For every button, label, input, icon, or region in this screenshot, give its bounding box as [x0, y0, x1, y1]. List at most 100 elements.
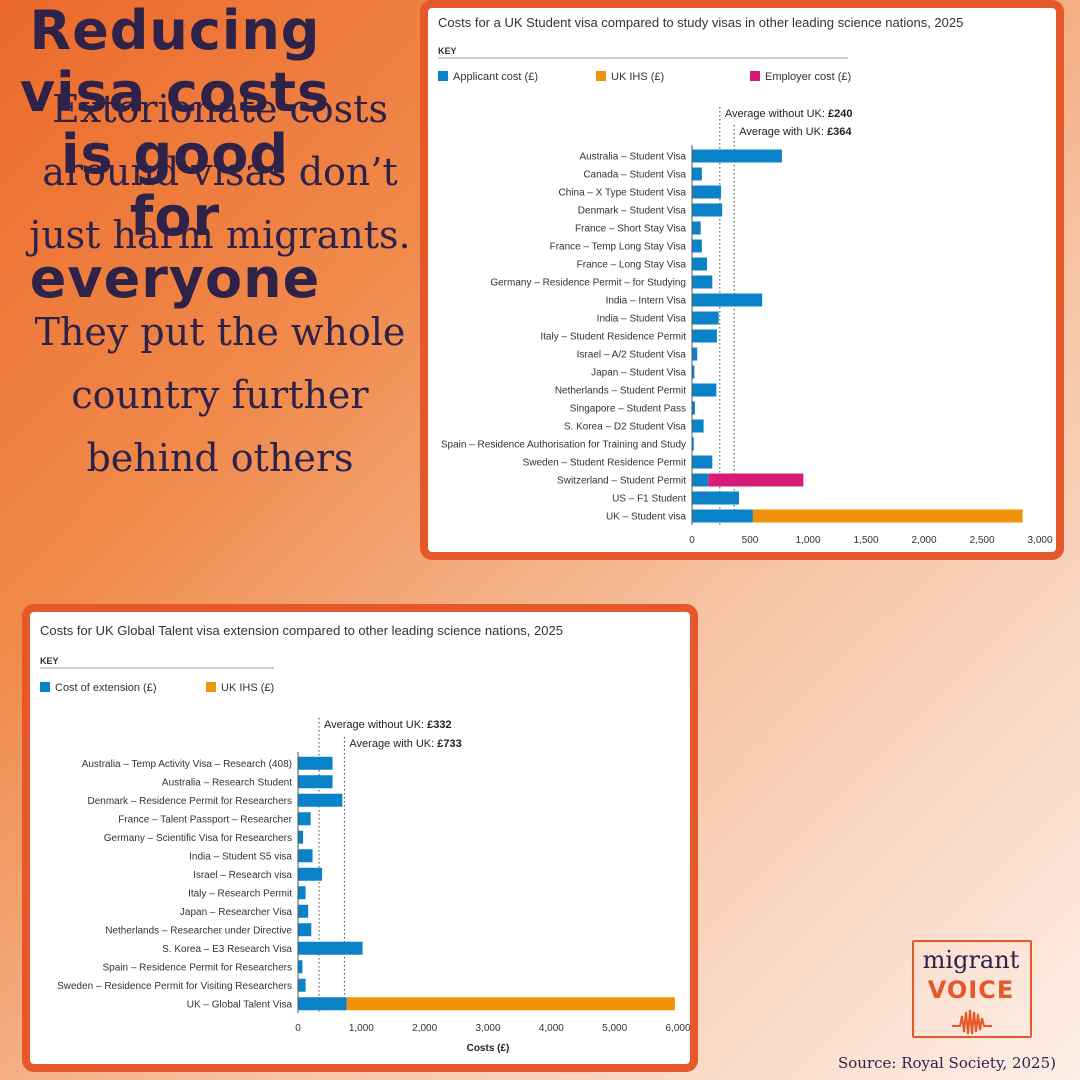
- average-label-value: £240: [828, 108, 852, 120]
- bar-segment: [298, 775, 333, 789]
- key-label: KEY: [438, 46, 457, 56]
- category-label: Italy – Student Residence Permit: [540, 332, 686, 343]
- average-label-value: £733: [437, 738, 461, 750]
- bar-segment: [692, 347, 698, 361]
- migrant-voice-logo: migrant VOICE: [912, 940, 1032, 1038]
- student-visa-chart: Costs for a UK Student visa compared to …: [438, 15, 1053, 546]
- legend-entry: Applicant cost (£): [453, 71, 538, 83]
- category-label: Japan – Student Visa: [591, 368, 686, 379]
- global-talent-chart-panel: Costs for UK Global Talent visa extensio…: [22, 604, 698, 1072]
- x-tick-label: 5,000: [602, 1023, 627, 1034]
- category-label: India – Student Visa: [597, 314, 687, 325]
- average-label-text: Average with UK:: [739, 126, 827, 138]
- category-label: S. Korea – D2 Student Visa: [564, 422, 687, 433]
- category-label: Switzerland – Student Permit: [557, 476, 686, 487]
- x-axis-label: Costs (£): [467, 1043, 510, 1054]
- category-label: Singapore – Student Pass: [570, 404, 686, 415]
- x-tick-label: 500: [742, 535, 759, 546]
- x-tick-label: 2,000: [911, 535, 936, 546]
- bar-segment: [692, 293, 763, 307]
- bar-segment: [708, 473, 804, 487]
- x-tick-label: 1,000: [349, 1023, 374, 1034]
- bar-segment: [692, 473, 709, 487]
- bar-segment: [298, 849, 313, 863]
- x-tick-label: 3,000: [1027, 535, 1052, 546]
- global-talent-chart: Costs for UK Global Talent visa extensio…: [40, 623, 690, 1054]
- average-label: Average with UK: £733: [349, 738, 461, 750]
- category-label: Germany – Residence Permit – for Studyin…: [490, 278, 686, 289]
- category-label: Italy – Research Permit: [188, 888, 292, 899]
- bar-segment: [692, 149, 782, 163]
- legend-swatch: [596, 71, 606, 81]
- bar-segment: [692, 419, 704, 433]
- average-label-value: £332: [427, 719, 451, 731]
- category-label: Germany – Scientific Visa for Researcher…: [104, 833, 292, 844]
- x-tick-label: 6,000: [665, 1023, 690, 1034]
- bar-segment: [298, 830, 304, 844]
- left-message-line: behind others: [86, 436, 354, 480]
- bar-segment: [692, 275, 713, 289]
- legend-entry: UK IHS (£): [611, 71, 664, 83]
- bar-segment: [298, 960, 303, 974]
- chart-title: Costs for a UK Student visa compared to …: [438, 15, 963, 30]
- bar-segment: [692, 509, 753, 523]
- bar-segment: [692, 437, 694, 451]
- category-label: Israel – Research visa: [193, 870, 292, 881]
- left-message-line: They put the whole: [34, 310, 406, 354]
- bar-segment: [692, 239, 702, 253]
- bar-segment: [298, 904, 309, 918]
- bar-segment: [298, 997, 347, 1011]
- average-label-text: Average without UK:: [324, 719, 427, 731]
- bar-segment: [692, 221, 701, 235]
- bar-segment: [692, 329, 717, 343]
- category-label: India – Intern Visa: [606, 296, 687, 307]
- bar-segment: [692, 491, 739, 505]
- logo-border: [912, 940, 1032, 1038]
- legend-swatch: [40, 682, 50, 692]
- x-tick-label: 2,000: [412, 1023, 437, 1034]
- right-message-line: everyone: [29, 247, 321, 310]
- average-label-text: Average with UK:: [349, 738, 437, 750]
- bar-segment: [298, 756, 333, 770]
- category-label: S. Korea – E3 Research Visa: [162, 944, 292, 955]
- bar-segment: [692, 455, 713, 469]
- right-message-line: for: [129, 185, 221, 248]
- category-label: France – Temp Long Stay Visa: [550, 242, 687, 253]
- bar-segment: [298, 923, 312, 937]
- category-label: Israel – A/2 Student Visa: [577, 350, 687, 361]
- legend-swatch: [438, 71, 448, 81]
- x-tick-label: 4,000: [539, 1023, 564, 1034]
- bar-segment: [692, 257, 708, 271]
- legend-swatch: [750, 71, 760, 81]
- average-label: Average without UK: £240: [725, 108, 853, 120]
- category-label: France – Short Stay Visa: [575, 224, 686, 235]
- left-message-line: country further: [71, 373, 369, 417]
- bar-segment: [298, 793, 343, 807]
- bar-segment: [752, 509, 1023, 523]
- category-label: Sweden – Student Residence Permit: [523, 458, 687, 469]
- category-label: Denmark – Student Visa: [578, 206, 687, 217]
- left-message-line: just harm migrants.: [29, 213, 411, 257]
- legend-swatch: [206, 682, 216, 692]
- bar-segment: [692, 203, 723, 217]
- category-label: Sweden – Residence Permit for Visiting R…: [57, 981, 292, 992]
- bar-segment: [298, 978, 306, 992]
- bar-segment: [298, 812, 311, 826]
- category-label: Spain – Residence Permit for Researchers: [102, 962, 292, 973]
- x-tick-label: 0: [689, 535, 695, 546]
- category-label: UK – Global Talent Visa: [187, 999, 293, 1010]
- x-tick-label: 1,500: [853, 535, 878, 546]
- category-label: Netherlands – Student Permit: [555, 386, 686, 397]
- right-message-line: is good: [61, 123, 289, 186]
- category-label: UK – Student visa: [606, 512, 686, 523]
- category-label: Japan – Researcher Visa: [180, 907, 293, 918]
- category-label: France – Talent Passport – Researcher: [118, 814, 292, 825]
- legend-entry: Cost of extension (£): [55, 682, 157, 694]
- bar-segment: [692, 185, 721, 199]
- bar-segment: [346, 997, 675, 1011]
- category-label: Netherlands – Researcher under Directive: [105, 925, 292, 936]
- source-note: Source: Royal Society, 2025): [838, 1054, 1056, 1072]
- bar-segment: [692, 311, 719, 325]
- x-tick-label: 3,000: [475, 1023, 500, 1034]
- left-message-line: Extorionate costs: [52, 87, 388, 131]
